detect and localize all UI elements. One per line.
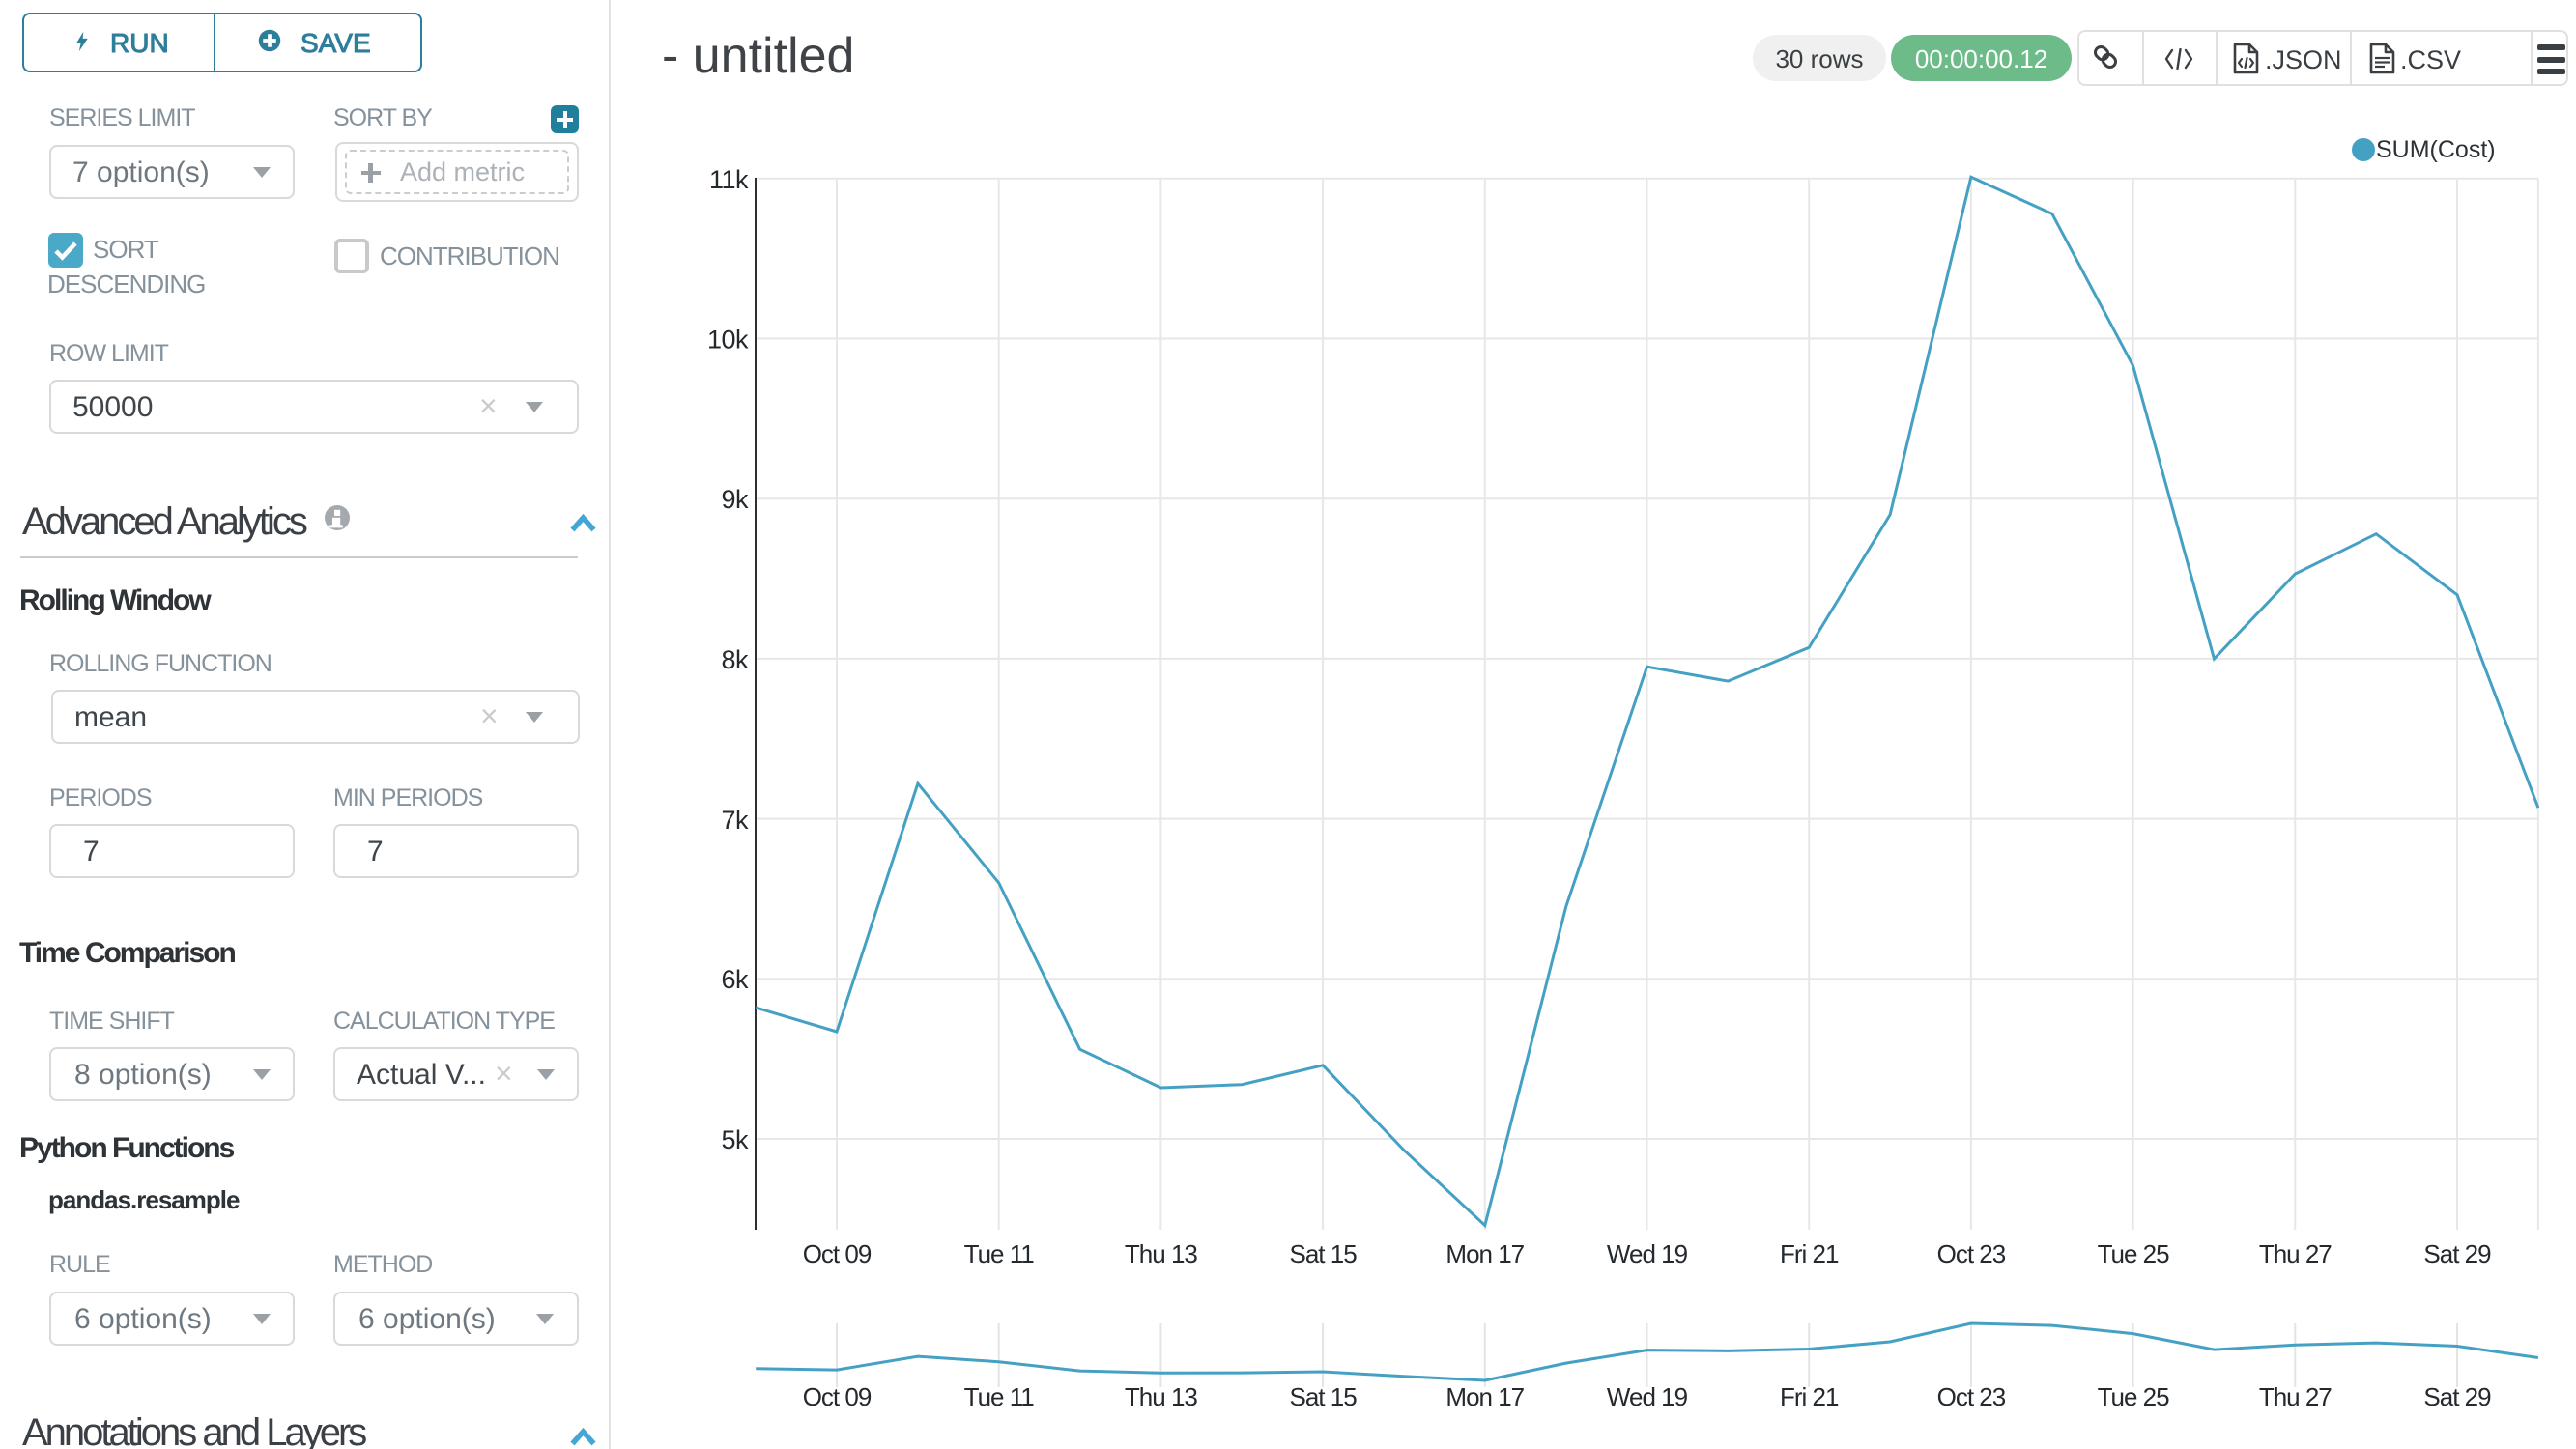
svg-text:Sat 29: Sat 29	[2423, 1382, 2491, 1411]
svg-text:6k: 6k	[721, 965, 749, 994]
svg-text:Fri 21: Fri 21	[1780, 1239, 1839, 1268]
svg-text:Mon 17: Mon 17	[1445, 1239, 1524, 1268]
svg-text:Tue 11: Tue 11	[964, 1239, 1035, 1268]
svg-text:Fri 21: Fri 21	[1780, 1382, 1839, 1411]
svg-text:Oct 09: Oct 09	[803, 1382, 872, 1411]
svg-text:Sat 15: Sat 15	[1290, 1382, 1358, 1411]
svg-text:10k: 10k	[707, 326, 749, 355]
svg-text:5k: 5k	[721, 1125, 749, 1154]
svg-text:Mon 17: Mon 17	[1445, 1382, 1524, 1411]
svg-text:Tue 11: Tue 11	[964, 1382, 1035, 1411]
svg-text:SUM(Cost): SUM(Cost)	[2376, 136, 2496, 163]
svg-text:Sat 29: Sat 29	[2423, 1239, 2491, 1268]
svg-text:8k: 8k	[721, 645, 749, 674]
svg-text:9k: 9k	[721, 485, 749, 514]
svg-text:Thu 13: Thu 13	[1125, 1382, 1197, 1411]
svg-text:Tue 25: Tue 25	[2098, 1239, 2170, 1268]
svg-text:Sat 15: Sat 15	[1290, 1239, 1358, 1268]
svg-text:Wed 19: Wed 19	[1607, 1382, 1688, 1411]
svg-text:Oct 23: Oct 23	[1937, 1382, 2006, 1411]
svg-text:7k: 7k	[721, 806, 749, 835]
svg-text:Oct 09: Oct 09	[803, 1239, 872, 1268]
svg-text:Thu 13: Thu 13	[1125, 1239, 1197, 1268]
svg-text:Tue 25: Tue 25	[2098, 1382, 2170, 1411]
svg-text:Thu 27: Thu 27	[2259, 1382, 2332, 1411]
svg-text:Oct 23: Oct 23	[1937, 1239, 2006, 1268]
svg-text:11k: 11k	[709, 165, 749, 194]
svg-text:Wed 19: Wed 19	[1607, 1239, 1688, 1268]
svg-text:Thu 27: Thu 27	[2259, 1239, 2332, 1268]
